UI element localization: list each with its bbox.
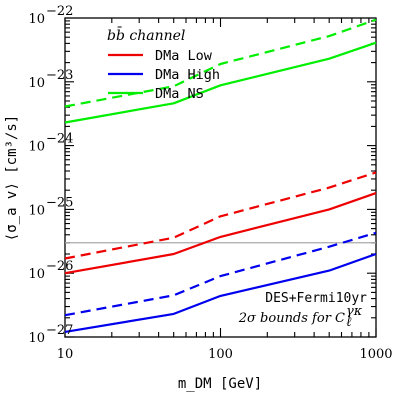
- y-tick-label: 10: [28, 140, 45, 155]
- legend: bb̄ channel DMa Low DMa High DMa NS: [107, 26, 220, 102]
- y-tick-exponent: −24: [46, 132, 73, 147]
- y-tick-exponent: −26: [46, 259, 73, 274]
- series-line-2: [64, 252, 377, 333]
- series-line-1: [64, 171, 377, 260]
- series-line-0: [64, 192, 377, 275]
- y-tick-exponent: −23: [46, 68, 73, 83]
- axis-ticks: [64, 18, 377, 338]
- annotation-line1: DES+Fermi10yr: [265, 291, 367, 306]
- annotation-sub: ℓ: [346, 315, 352, 330]
- y-tick-label: 10: [28, 12, 45, 27]
- legend-label-0: DMa Low: [155, 48, 213, 64]
- legend-label-4: DMa NS: [155, 86, 204, 102]
- legend-title: bb̄ channel: [107, 26, 185, 44]
- x-tick-label: 1000: [359, 347, 392, 362]
- series-line-3: [64, 231, 377, 317]
- x-axis-title: m_DM [GeV]: [178, 376, 262, 392]
- y-tick-label: 10: [28, 203, 45, 218]
- y-tick-label: 10: [28, 76, 45, 91]
- y-tick-label: 10: [28, 267, 45, 282]
- y-tick-exponent: −27: [46, 323, 73, 338]
- y-tick-exponent: −25: [46, 195, 73, 210]
- annotation-line2: 2σ bounds for C: [238, 311, 345, 326]
- y-tick-label: 10: [28, 331, 45, 346]
- legend-label-2: DMa High: [155, 67, 220, 83]
- annotation: DES+Fermi10yr 2σ bounds for C γκ ℓ: [238, 291, 367, 330]
- legend-entries: DMa Low DMa High DMa NS: [108, 48, 220, 102]
- x-tick-label: 10: [57, 347, 74, 362]
- annotation-sup: γκ: [346, 304, 363, 319]
- series-group: [64, 18, 377, 333]
- plot-frame: [64, 17, 377, 338]
- x-tick-label: 100: [208, 347, 233, 362]
- series-line-4: [64, 41, 377, 124]
- y-tick-exponent: −22: [46, 4, 73, 19]
- y-axis-title: ⟨σ_a v⟩ [cm³/s]: [4, 115, 20, 241]
